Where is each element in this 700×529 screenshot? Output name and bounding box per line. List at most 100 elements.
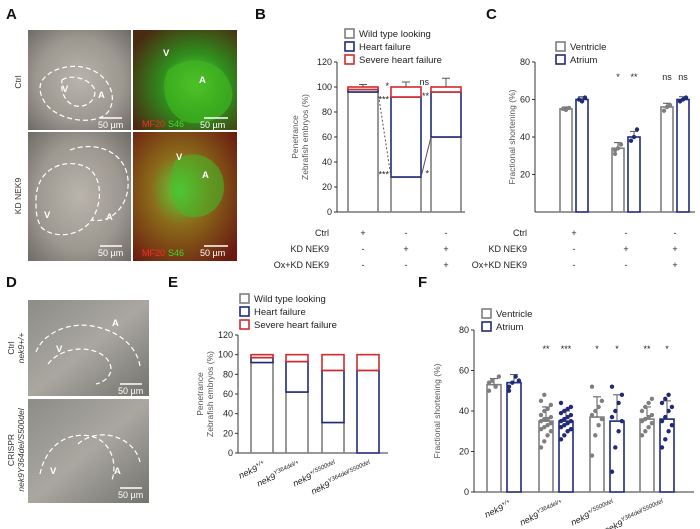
chart-f-y-tick-label: 60 — [459, 366, 469, 376]
label-v-a1: V — [62, 84, 69, 95]
chart-f-data-point — [496, 374, 502, 379]
chart-b-legend-label: Wild type looking — [359, 29, 431, 40]
scale-label-a1: 50 µm — [98, 120, 123, 130]
chart-e-y-tick-label: 0 — [228, 448, 233, 458]
row-label-ctrl: Ctrl — [13, 75, 23, 88]
chart-c-bar-ventricle — [559, 108, 573, 213]
chart-f-y-tick-label: 80 — [459, 325, 469, 335]
chart-f-data-point — [643, 416, 648, 422]
chart-b-condition-mark: - — [362, 244, 365, 254]
chart-b-condition-mark: + — [443, 260, 448, 270]
chart-b-connector — [420, 136, 432, 178]
chart-f-data-point — [548, 420, 554, 426]
chart-f-data-point — [659, 400, 665, 406]
chart-f-data-point — [548, 402, 554, 408]
row-label-ctrl-genotype: nek9+/+ — [16, 333, 26, 364]
chart-c-legend-label: Atrium — [570, 55, 598, 66]
chart-f-data-point — [538, 412, 544, 418]
label-a-a2: A — [199, 75, 206, 86]
label-v-a3: V — [44, 210, 51, 221]
chart-f-data-point — [589, 412, 595, 418]
chart-b-bar-severe-heart-failure — [390, 86, 422, 98]
chart-c-legend-label: Ventricle — [570, 42, 606, 53]
chart-c-condition-label: Ctrl — [513, 228, 527, 238]
row-label-kd: KD NEK9 — [13, 178, 23, 215]
chart-f-data-point — [659, 445, 665, 450]
chart-c-significance: ns — [678, 72, 688, 82]
chart-f-data-point — [562, 416, 567, 422]
chart-b-bar-severe-heart-failure — [430, 86, 462, 93]
chart-f-data-point — [506, 388, 512, 393]
chart-b-legend-label: Heart failure — [359, 42, 411, 53]
chart-c-bar-ventricle — [611, 147, 625, 213]
row-label-crispr-genotype: nek9Y364del/S500del — [16, 407, 26, 491]
chart-f-data-point — [659, 418, 665, 424]
chart-b-y-axis-label: Zebrafish embryos (%) — [300, 94, 310, 180]
brightfield-image-ctrl-d — [28, 300, 149, 396]
chart-f-data-point — [493, 384, 498, 389]
chart-c-data-point — [634, 127, 640, 132]
chart-c-condition-mark: + — [571, 228, 576, 238]
label-a-a1: A — [98, 90, 105, 101]
chart-f-data-point — [613, 445, 618, 450]
chamber-outline-d1 — [47, 348, 112, 385]
chart-f-data-point — [538, 418, 544, 424]
chart-b-y-axis-label: Penetrance — [290, 115, 300, 159]
chart-c-data-point — [612, 151, 618, 157]
chart-c-condition-label: Ox+KD NEK9 — [472, 260, 527, 270]
chart-e-legend-swatch — [239, 293, 250, 304]
chart-c-condition-mark: - — [674, 228, 677, 238]
chart-e-bar-severe-heart-failure — [250, 353, 274, 359]
chart-f-data-point — [666, 408, 671, 414]
chart-c-condition-mark: - — [625, 260, 628, 270]
chart-f-data-point — [486, 380, 492, 385]
chart-f-data-point — [538, 427, 544, 432]
chart-f-legend-swatch — [481, 308, 492, 319]
chart-f-data-point — [649, 396, 655, 402]
chart-f-data-point — [558, 437, 564, 442]
chart-f-data-point — [565, 420, 570, 426]
chart-f-significance: * — [665, 344, 669, 354]
chart-e-bar-severe-heart-failure — [321, 353, 345, 372]
heart-outline-d2 — [39, 434, 115, 481]
atrium-outline-kd — [69, 145, 129, 222]
scale-label-a4: 50 µm — [200, 248, 225, 258]
chart-f-data-point — [568, 412, 574, 418]
chart-b-y-tick-label: 0 — [327, 207, 332, 217]
chart-c-bar-atrium — [676, 98, 690, 213]
chart-f-data-point — [538, 398, 544, 404]
chart-f-data-point — [646, 414, 651, 420]
chart-c-data-point — [566, 105, 572, 111]
chart-c-significance: ** — [630, 72, 638, 82]
chart-f-data-point — [548, 429, 554, 434]
chart-b-bar-heart-failure — [430, 91, 462, 138]
chart-b-condition-mark: + — [403, 244, 408, 254]
chart-f-significance: *** — [561, 344, 572, 354]
chart-b-y-tick-label: 20 — [322, 182, 332, 192]
chart-c-y-tick-label: 80 — [520, 57, 530, 67]
chart-e-legend-swatch — [239, 306, 250, 317]
label-v-d1: V — [56, 344, 63, 355]
chart-f-data-point — [562, 408, 567, 414]
chart-f-data-point — [609, 384, 615, 389]
chart-f-data-point — [639, 418, 645, 424]
stain-legend-kd: MF20 S46 — [142, 248, 184, 258]
chart-e-bar-heart-failure — [285, 360, 309, 393]
chart-b-y-tick-label: 40 — [322, 157, 332, 167]
chart-f-data-point — [596, 422, 601, 428]
panel-a-images: V A 50 µm V A 50 µm V A 50 µm V A 50 µm … — [13, 30, 237, 261]
label-a-a4: A — [202, 170, 209, 181]
chart-b-condition-mark: + — [443, 244, 448, 254]
chart-f-data-point — [568, 418, 574, 424]
chart-f-y-tick-label: 0 — [464, 487, 469, 497]
row-label-crispr: CRISPR — [6, 434, 16, 466]
label-a-d1: A — [112, 318, 119, 329]
chart-f-data-point — [619, 418, 625, 424]
chart-f-x-tick-label: nek9Y364del/+ — [518, 499, 565, 528]
chart-f-data-point — [562, 422, 567, 428]
chart-f-y-axis-label: Fractional shortening (%) — [432, 363, 442, 458]
brightfield-image-ctrl — [28, 30, 131, 130]
chart-c-data-point — [683, 95, 689, 100]
chart-b-legend-swatch — [344, 41, 355, 52]
chart-f-data-point — [663, 414, 668, 420]
